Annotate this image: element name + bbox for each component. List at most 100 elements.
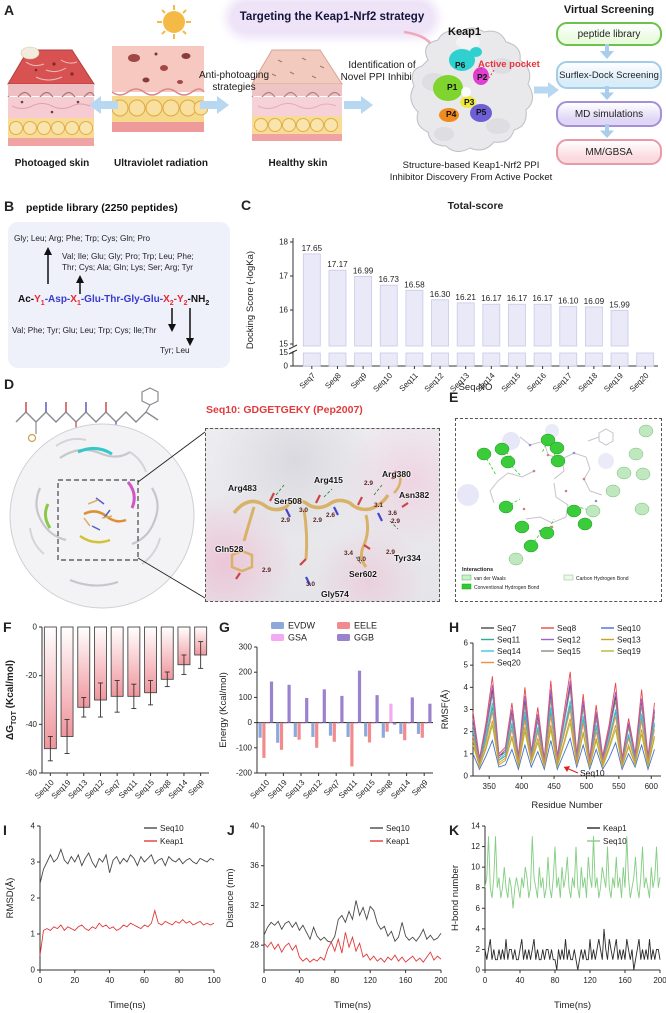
bar-Seq10 [379,284,398,347]
svg-text:Seq12: Seq12 [301,778,324,801]
panel-a-label: A [4,2,15,18]
svg-text:Seq15: Seq15 [557,647,581,656]
svg-text:300: 300 [239,643,253,652]
svg-text:Seq19: Seq19 [617,647,641,656]
residue-label-Ser508: Ser508 [274,496,302,506]
bar-Seq9-GSA [424,722,428,724]
series-Seq8 [472,671,655,759]
interaction-diagram-box: Interactions van der Waals Conventional … [455,418,662,602]
svg-text:0: 0 [38,976,43,985]
sequence-token: X2 [163,294,174,307]
binding-site-inset: Arg483 Ser508 Arg415 Arg380 Asn382 Gln528 Tyr3… [205,428,440,602]
svg-text:Seq14: Seq14 [389,778,412,801]
svg-text:3: 3 [464,705,469,714]
bar-Seq13-GSA [301,722,305,724]
chart-hbond: 0 40 80 120 160 200 0 2 4 6 8 10 12 14 Time(ns) H-bond … [447,812,666,1013]
bar-Seq19 [610,309,629,347]
legend-van-der-waals: van der Waals [474,576,506,582]
svg-text:16.17: 16.17 [481,294,502,303]
chart-binding-free-energy: 0 -20 -40 -60 ΔGTOT (Kcal/mol) Seq10 Seq19 Seq1… [2,617,215,818]
bar-Seq7 [302,253,321,347]
svg-text:Seq13: Seq13 [617,635,641,644]
svg-text:15: 15 [279,340,288,349]
arrow-up-icon [44,247,52,284]
bar-Seq7-EVDW [328,722,333,736]
svg-text:Time(ns): Time(ns) [334,1000,371,1011]
pocket-label-P1: P1 [447,82,458,92]
svg-text:EELE: EELE [354,621,377,631]
hbond-distance: 2.6 [326,512,336,519]
pocket-label-P3: P3 [464,97,475,107]
vs-step-peptide-library: peptide library [556,22,662,46]
bar-Seq12-EVDW [311,722,315,737]
bar-Seq9-EVDW [416,722,421,734]
svg-text:160: 160 [618,976,632,985]
residue-list-row1: Gly; Leu; Arg; Phe; Trp; Cys; Gln; Pro [14,234,151,243]
bar-Seq14 [482,303,501,347]
svg-text:160: 160 [399,976,413,985]
bar-Seq15-GSA [371,722,375,724]
bar-Seq10 [43,626,57,750]
bar-Seq12-GSA [318,722,323,724]
peptide-sequence: Ac-Y1-Asp-X1-Glu-Thr-Gly-Glu-X2-Y2-NH2 [18,294,209,307]
panel-g-label: G [219,619,230,635]
svg-text:14: 14 [471,822,480,831]
svg-text:Seq10: Seq10 [580,768,605,778]
svg-text:-40: -40 [25,720,37,729]
svg-text:12: 12 [471,842,480,851]
svg-text:GGB: GGB [354,633,374,643]
bar-Seq18 [584,306,603,347]
hbond-distance: 2.9 [313,517,323,524]
bar-Seq11-EVDW [346,722,350,737]
virtual-screening-title: Virtual Screening [563,4,655,16]
vs-step-md-simulations: MD simulations [556,101,662,127]
chart-total-score: Total-score 15 16 17 18 15 0 Docking Score (-lo… [241,196,666,421]
bar-Seq8-GGB [393,722,397,725]
svg-text:4: 4 [476,924,481,933]
svg-text:0: 0 [284,362,289,371]
series-Seq20 [472,709,655,767]
caption-uv: Ultraviolet radiation [114,158,208,169]
series-Seq15 [472,689,655,763]
bar-Seq14-GGB [410,697,414,723]
svg-text:0: 0 [483,976,488,985]
sequence-token: -Glu-Thr-Gly-Glu- [80,294,164,305]
hbond-distance: 3.0 [357,556,367,563]
bar-Seq9 [354,275,373,347]
svg-text:0: 0 [248,718,253,727]
bar-Seq14-GSA [406,722,411,724]
legend-carbon-hbond: Carbon Hydrogen Bond [576,576,629,582]
panel-f-label: F [3,619,12,635]
chart-distance: 0 40 80 120 160 200 28 32 36 40 Time(ns) Distance (… [222,812,448,1013]
panel-j-label: J [227,822,235,838]
panel-k-label: K [449,822,460,838]
inset-connector-lines [137,431,206,599]
svg-text:80: 80 [330,976,339,985]
caption-healthy: Healthy skin [268,158,328,169]
svg-text:450: 450 [547,782,561,791]
bar-Seq8 [328,269,347,347]
svg-text:Seq10: Seq10 [386,824,410,833]
bar-Seq12-EELE [315,722,319,748]
svg-text:6: 6 [476,904,481,913]
caption-photoaged: Photoaged skin [14,158,90,169]
svg-text:17: 17 [279,272,288,281]
vs-step-surflex-dock: Surflex-Dock Screening [556,61,662,89]
series-Seq19 [472,722,655,769]
sequence-token: X1 [70,294,81,307]
residue-label-Ser602: Ser602 [349,569,377,579]
svg-text:Energy (Kcal/mol): Energy (Kcal/mol) [218,672,229,748]
bar-Seq13 [77,626,91,708]
svg-text:4: 4 [464,683,469,692]
svg-text:Total-score: Total-score [448,200,504,212]
svg-text:200: 200 [434,976,447,985]
residue-label-Tyr334: Tyr334 [394,553,421,563]
svg-text:16.21: 16.21 [455,293,476,302]
svg-text:-60: -60 [25,769,37,778]
svg-text:40: 40 [516,976,525,985]
svg-text:0: 0 [31,966,36,975]
svg-text:200: 200 [239,668,253,677]
svg-text:550: 550 [612,782,626,791]
bar-Seq13-EELE [297,722,301,740]
peptide-library-box [8,222,230,368]
